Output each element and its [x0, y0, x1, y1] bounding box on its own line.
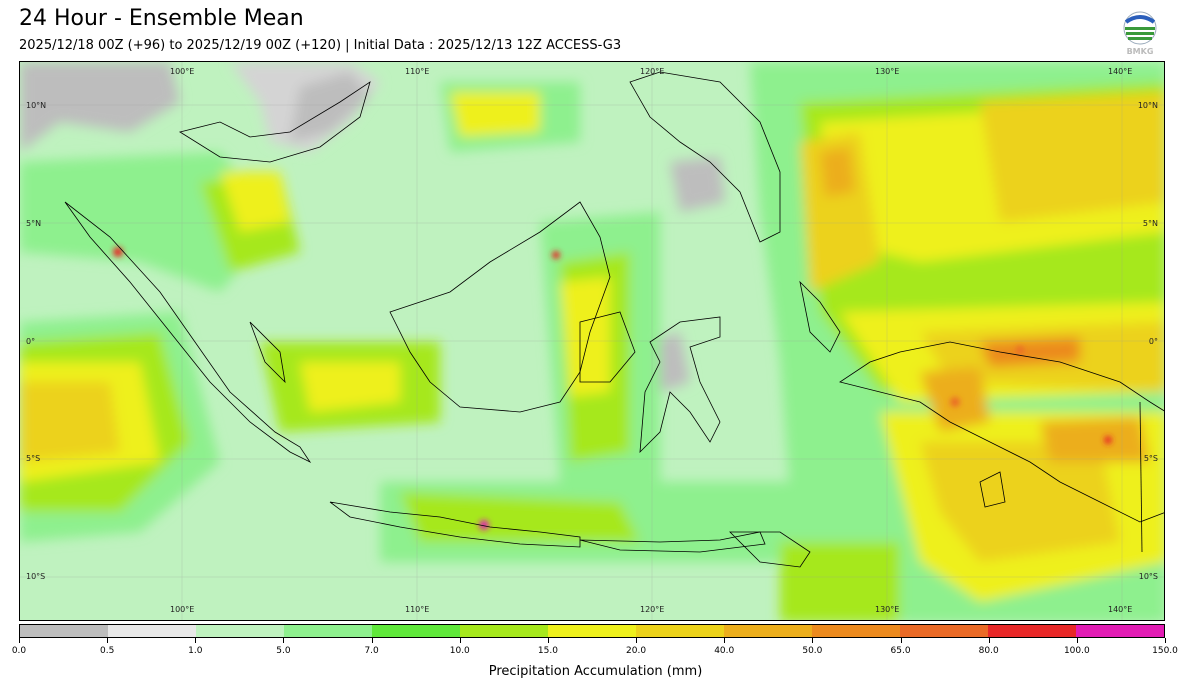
lon-label-top: 120°E	[640, 67, 665, 76]
colorbar-tick-mark	[812, 638, 814, 643]
lat-label-right: 10°N	[1137, 101, 1158, 110]
lat-label-left: 5°S	[26, 454, 41, 463]
graticule	[20, 62, 1164, 620]
colorbar	[19, 624, 1165, 638]
map-title: 24 Hour - Ensemble Mean	[19, 6, 304, 31]
lon-label-top: 140°E	[1108, 67, 1133, 76]
colorbar-tick-mark	[547, 638, 549, 643]
colorbar-segment	[988, 625, 1076, 637]
precip-cores	[113, 247, 1112, 530]
colorbar-tick-label: 5.0	[276, 646, 291, 656]
colorbar-tick-label: 0.5	[99, 646, 115, 656]
colorbar-label: Precipitation Accumulation (mm)	[488, 664, 703, 679]
lat-label-left: 10°S	[26, 572, 46, 581]
colorbar-tick-label: 0.0	[11, 646, 27, 656]
colorbar-segment	[1076, 625, 1164, 637]
colorbar-tick-mark	[1165, 638, 1166, 643]
lat-label-right: 10°S	[1138, 572, 1158, 581]
colorbar-tick-mark	[724, 638, 726, 643]
colorbar-tick-mark	[195, 638, 197, 643]
lat-label-right: 5°S	[1143, 454, 1158, 463]
colorbar-tick-label: 80.0	[978, 646, 999, 656]
colorbar-tick-mark	[371, 638, 373, 643]
colorbar-tick-mark	[900, 638, 902, 643]
colorbar-tick-label: 15.0	[537, 646, 558, 656]
lat-label-right: 0°	[1148, 337, 1158, 346]
lon-label-bottom: 120°E	[640, 605, 665, 614]
colorbar-segment	[812, 625, 900, 637]
map-subtitle: 2025/12/18 00Z (+96) to 2025/12/19 00Z (…	[19, 38, 622, 53]
lat-label-left: 0°	[26, 337, 36, 346]
bmkg-logo: BMKG	[1120, 10, 1160, 56]
lon-label-top: 110°E	[405, 67, 430, 76]
colorbar-segment	[460, 625, 548, 637]
lon-label-top: 100°E	[170, 67, 195, 76]
lon-label-bottom: 130°E	[875, 605, 900, 614]
colorbar-tick-mark	[636, 638, 638, 643]
colorbar-segment	[196, 625, 284, 637]
colorbar-tick-mark	[107, 638, 109, 643]
colorbar-tick-label: 10.0	[449, 646, 470, 656]
precipitation-map: 100°E 110°E 120°E 130°E 140°E 100°E 110°…	[19, 61, 1165, 621]
colorbar-tick-label: 65.0	[890, 646, 911, 656]
colorbar-tick-mark	[1076, 638, 1078, 643]
lat-label-left: 5°N	[26, 219, 42, 228]
colorbar-segment	[108, 625, 196, 637]
colorbar-tick-label: 40.0	[714, 646, 735, 656]
colorbar-tick-mark	[19, 638, 20, 643]
colorbar-tick-label: 150.0	[1152, 646, 1178, 656]
coastlines	[64, 71, 1164, 568]
colorbar-tick-mark	[988, 638, 990, 643]
colorbar-segment	[724, 625, 812, 637]
precip-field	[20, 62, 1164, 620]
colorbar-tick-label: 50.0	[802, 646, 823, 656]
colorbar-tick-mark	[459, 638, 461, 643]
colorbar-segment	[636, 625, 724, 637]
colorbar-segment	[372, 625, 460, 637]
colorbar-tick-label: 7.0	[364, 646, 379, 656]
lon-label-top: 130°E	[875, 67, 900, 76]
lon-label-bottom: 110°E	[405, 605, 430, 614]
colorbar-tick-label: 20.0	[626, 646, 647, 656]
lat-label-left: 10°N	[26, 101, 47, 110]
lon-label-bottom: 100°E	[170, 605, 195, 614]
colorbar-segment	[284, 625, 372, 637]
colorbar-tick-label: 100.0	[1063, 646, 1090, 656]
lat-label-right: 5°N	[1142, 219, 1158, 228]
colorbar-segment	[20, 625, 108, 637]
colorbar-segment	[548, 625, 636, 637]
svg-text:BMKG: BMKG	[1127, 47, 1154, 56]
precip-shading	[20, 62, 1164, 620]
lon-label-bottom: 140°E	[1108, 605, 1133, 614]
colorbar-segment	[900, 625, 988, 637]
colorbar-tick-label: 1.0	[188, 646, 203, 656]
colorbar-tick-mark	[283, 638, 285, 643]
